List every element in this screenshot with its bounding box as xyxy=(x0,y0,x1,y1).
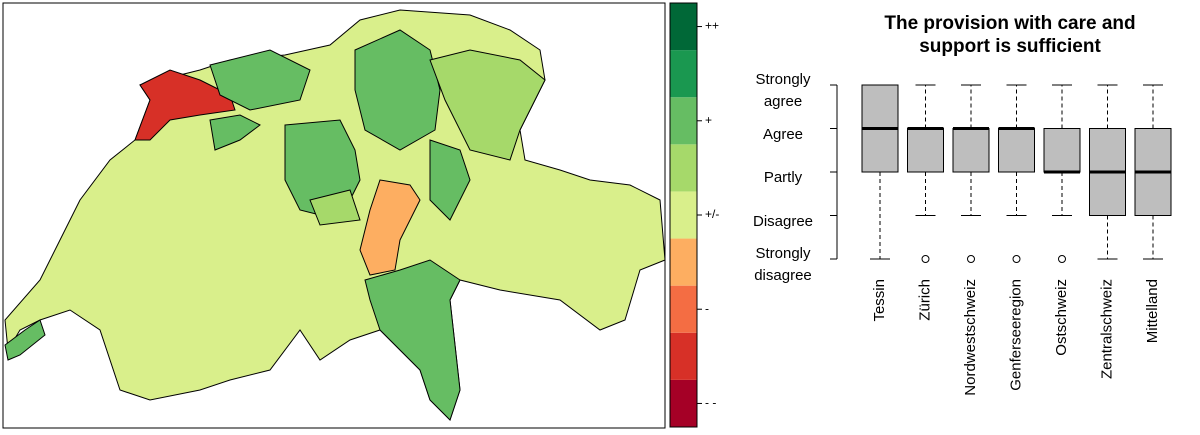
colorbar-band xyxy=(670,379,697,427)
map xyxy=(4,9,666,421)
y-tick-label: Strongly disagree xyxy=(754,245,812,284)
y-tick-label: Agree xyxy=(762,125,804,143)
x-tick-label: Zentralschweiz xyxy=(1098,279,1115,379)
map-region xyxy=(364,259,461,421)
x-tick-label: Nordwestschweiz xyxy=(962,279,979,396)
map-region xyxy=(209,114,261,151)
outlier xyxy=(1012,255,1021,263)
box xyxy=(998,128,1035,173)
map-region xyxy=(429,49,546,161)
box xyxy=(1043,128,1081,173)
colorbar-band xyxy=(670,3,697,51)
map-region xyxy=(309,189,361,226)
colorbar-band xyxy=(670,144,697,192)
map-region xyxy=(359,179,421,276)
map-region xyxy=(209,49,311,111)
colorbar-tick-label: +/- xyxy=(705,207,719,221)
map-region xyxy=(4,319,46,361)
colorbar-tick-label: - - xyxy=(705,396,716,410)
x-tick-label: Ostschweiz xyxy=(1053,279,1070,356)
y-tick-label: Strongly agree xyxy=(755,71,811,110)
colorbar-tick-label: ++ xyxy=(705,19,719,33)
colorbar-band xyxy=(670,238,697,286)
colorbar-band xyxy=(670,332,697,380)
outlier xyxy=(921,255,930,263)
colorbar-band xyxy=(670,50,697,98)
colorbar-tick-label: - xyxy=(705,301,709,315)
map-region xyxy=(354,29,441,151)
box xyxy=(907,128,944,173)
map-region xyxy=(429,139,471,221)
x-tick-label: Mittelland xyxy=(1144,279,1161,343)
colorbar-band xyxy=(670,285,697,333)
colorbar-band xyxy=(670,191,697,239)
x-tick-label: Zürich xyxy=(916,279,933,321)
y-tick-label: Partly xyxy=(763,169,803,186)
x-tick-label: Tessin xyxy=(871,279,888,322)
chart-title: The provision with care and support is s… xyxy=(884,13,1136,57)
y-tick-label: Disagree xyxy=(752,212,814,230)
colorbar-tick-label: + xyxy=(705,113,712,127)
map-frame xyxy=(2,2,666,429)
colorbar-band xyxy=(670,97,697,145)
outlier xyxy=(1058,255,1066,263)
outlier xyxy=(967,255,975,263)
x-tick-label: Genferseeregion xyxy=(1007,279,1024,391)
box xyxy=(952,128,990,173)
